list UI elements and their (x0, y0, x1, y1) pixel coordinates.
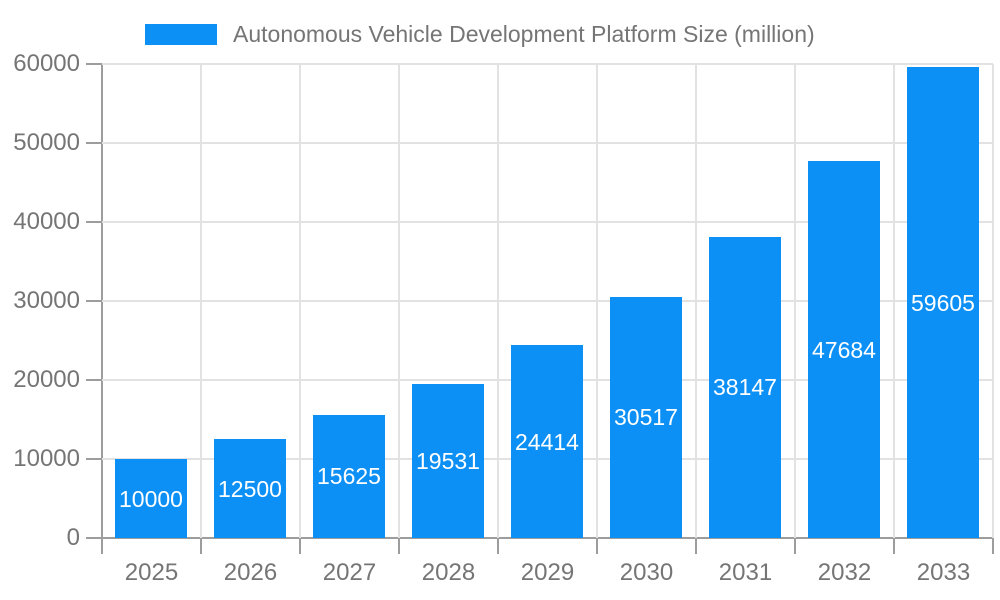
y-tick-mark (86, 379, 102, 381)
y-axis-line (101, 63, 103, 554)
plot-area: 10000 12500 15625 19531 24414 30517 38147 47684… (102, 63, 994, 538)
bar (313, 414, 385, 538)
x-tick-label: 2032 (817, 559, 872, 586)
x-tick-label: 2027 (322, 559, 377, 586)
bar (214, 439, 286, 538)
y-tick-label: 60000 (13, 50, 80, 77)
gridline-vertical (596, 64, 598, 538)
bar-value-label: 47684 (812, 336, 876, 363)
bar-value-label: 19531 (416, 447, 480, 474)
gridline-horizontal (102, 142, 993, 144)
y-tick-mark (86, 221, 102, 223)
y-tick-mark (86, 63, 102, 65)
bar (115, 459, 187, 538)
bar-value-label: 10000 (119, 485, 183, 512)
gridline-vertical (299, 64, 301, 538)
y-tick-mark (86, 458, 102, 460)
bar (907, 67, 979, 538)
y-tick-mark (86, 142, 102, 144)
x-tick-mark (992, 538, 994, 554)
gridline-vertical (695, 64, 697, 538)
gridline-horizontal (102, 300, 993, 302)
bar-value-label: 38147 (713, 374, 777, 401)
y-tick-mark (86, 300, 102, 302)
y-tick-label: 50000 (13, 129, 80, 156)
x-tick-mark (299, 538, 301, 554)
y-tick-label: 10000 (13, 445, 80, 472)
bar (808, 161, 880, 538)
x-tick-label: 2029 (520, 559, 575, 586)
gridline-vertical (992, 64, 994, 538)
gridline-vertical (893, 64, 895, 538)
bar-value-label: 12500 (218, 475, 282, 502)
gridline-vertical (497, 64, 499, 538)
x-tick-mark (596, 538, 598, 554)
y-tick-label: 40000 (13, 208, 80, 235)
bar-value-label: 24414 (515, 428, 579, 455)
gridline-horizontal (102, 221, 993, 223)
x-tick-label: 2026 (223, 559, 278, 586)
gridline-vertical (398, 64, 400, 538)
x-tick-mark (497, 538, 499, 554)
y-tick-mark (86, 537, 102, 539)
x-tick-mark (794, 538, 796, 554)
legend-item[interactable]: Autonomous Vehicle Development Platform … (145, 21, 815, 48)
x-axis-line (86, 537, 994, 539)
y-tick-label: 0 (66, 524, 80, 551)
gridline-vertical (200, 64, 202, 538)
bar (412, 383, 484, 538)
x-tick-mark (398, 538, 400, 554)
x-tick-label: 2028 (421, 559, 476, 586)
bar (610, 296, 682, 538)
x-tick-label: 2030 (619, 559, 674, 586)
bar (511, 345, 583, 538)
x-tick-mark (893, 538, 895, 554)
x-tick-label: 2033 (916, 559, 971, 586)
bar-value-label: 15625 (317, 463, 381, 490)
chart-title: Autonomous Vehicle Development Platform … (233, 21, 815, 47)
x-tick-label: 2025 (124, 559, 179, 586)
x-tick-label: 2031 (718, 559, 773, 586)
bar-value-label: 59605 (911, 289, 975, 316)
y-tick-label: 30000 (13, 287, 80, 314)
legend-swatch (145, 24, 217, 45)
x-tick-mark (101, 538, 103, 554)
x-tick-mark (200, 538, 202, 554)
y-tick-label: 20000 (13, 366, 80, 393)
gridline-vertical (794, 64, 796, 538)
bar (709, 236, 781, 538)
gridline-horizontal (102, 63, 993, 65)
x-tick-mark (695, 538, 697, 554)
bar-value-label: 30517 (614, 404, 678, 431)
